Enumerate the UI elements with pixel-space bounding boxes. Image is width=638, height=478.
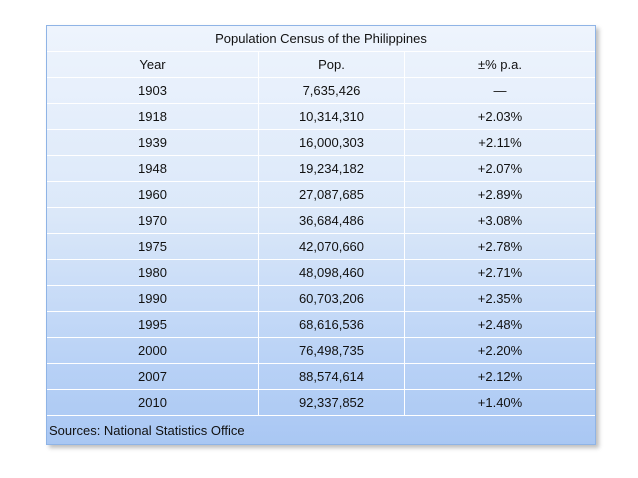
cell-pop: 36,684,486 xyxy=(259,208,405,233)
table-row: 1990 60,703,206 +2.35% xyxy=(47,286,595,312)
cell-pop: 27,087,685 xyxy=(259,182,405,207)
table-row: 2000 76,498,735 +2.20% xyxy=(47,338,595,364)
cell-pct: +2.89% xyxy=(477,187,523,202)
cell-pop: 48,098,460 xyxy=(259,260,405,285)
header-pct: ±% p.a. xyxy=(478,57,522,72)
cell-pct: +2.07% xyxy=(477,161,523,176)
cell-year: 1939 xyxy=(47,130,259,155)
table-row: 1995 68,616,536 +2.48% xyxy=(47,312,595,338)
cell-year: 2000 xyxy=(47,338,259,363)
source-note: Sources: National Statistics Office xyxy=(49,422,245,438)
cell-year: 1995 xyxy=(47,312,259,337)
census-table: Population Census of the Philippines Yea… xyxy=(46,25,596,445)
cell-year: 1903 xyxy=(47,78,259,103)
table-row: 1948 19,234,182 +2.07% xyxy=(47,156,595,182)
cell-year: 1960 xyxy=(47,182,259,207)
cell-pop: 60,703,206 xyxy=(259,286,405,311)
title-row: Population Census of the Philippines xyxy=(47,26,595,52)
table-row: 2010 92,337,852 +1.40% xyxy=(47,390,595,416)
cell-year: 1948 xyxy=(47,156,259,181)
header-year: Year xyxy=(47,52,259,77)
table-row: 1903 7,635,426 — xyxy=(47,78,595,104)
cell-pop: 10,314,310 xyxy=(259,104,405,129)
cell-year: 1970 xyxy=(47,208,259,233)
table-row: 1939 16,000,303 +2.11% xyxy=(47,130,595,156)
cell-pct: — xyxy=(493,83,507,98)
table-row: 1960 27,087,685 +2.89% xyxy=(47,182,595,208)
cell-pct: +2.71% xyxy=(477,265,523,280)
cell-pct: +2.48% xyxy=(477,317,523,332)
table-row: 1970 36,684,486 +3.08% xyxy=(47,208,595,234)
cell-pop: 42,070,660 xyxy=(259,234,405,259)
cell-year: 1918 xyxy=(47,104,259,129)
cell-pop: 92,337,852 xyxy=(259,390,405,415)
cell-year: 1990 xyxy=(47,286,259,311)
source-row: Sources: National Statistics Office xyxy=(47,416,595,444)
table-row: 1975 42,070,660 +2.78% xyxy=(47,234,595,260)
cell-pct: +2.35% xyxy=(477,291,523,306)
cell-pct: +3.08% xyxy=(477,213,523,228)
cell-pop: 16,000,303 xyxy=(259,130,405,155)
cell-pct: +2.12% xyxy=(477,369,523,384)
cell-year: 1975 xyxy=(47,234,259,259)
cell-year: 2010 xyxy=(47,390,259,415)
cell-pop: 7,635,426 xyxy=(259,78,405,103)
table-row: 2007 88,574,614 +2.12% xyxy=(47,364,595,390)
cell-pop: 68,616,536 xyxy=(259,312,405,337)
cell-year: 1980 xyxy=(47,260,259,285)
cell-pop: 76,498,735 xyxy=(259,338,405,363)
cell-pop: 88,574,614 xyxy=(259,364,405,389)
table-row: 1980 48,098,460 +2.71% xyxy=(47,260,595,286)
header-pop: Pop. xyxy=(259,52,405,77)
cell-pct: +2.11% xyxy=(478,135,522,150)
cell-pct: +2.20% xyxy=(477,343,523,358)
cell-pct: +1.40% xyxy=(477,395,523,410)
cell-pct: +2.78% xyxy=(477,239,523,254)
cell-pop: 19,234,182 xyxy=(259,156,405,181)
cell-year: 2007 xyxy=(47,364,259,389)
header-row: Year Pop. ±% p.a. xyxy=(47,52,595,78)
table-title: Population Census of the Philippines xyxy=(215,31,427,46)
cell-pct: +2.03% xyxy=(477,109,523,124)
table-row: 1918 10,314,310 +2.03% xyxy=(47,104,595,130)
